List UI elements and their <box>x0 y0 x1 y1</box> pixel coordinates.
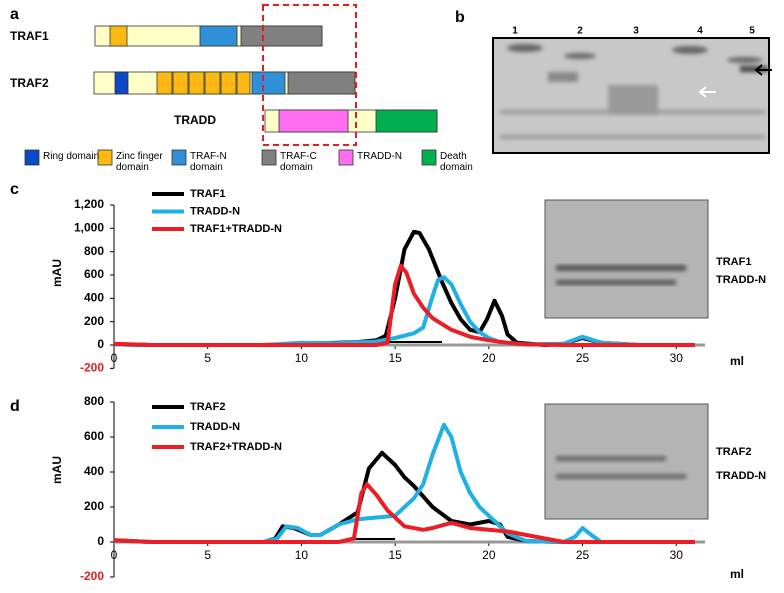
y-tick-label: 1,000 <box>74 221 104 235</box>
y-tick-label: 400 <box>84 464 104 478</box>
y-tick-label: 600 <box>84 429 104 443</box>
legend-label: TRAF-N domain <box>190 151 227 173</box>
y-tick-label: 800 <box>84 244 104 258</box>
y-tick-label: 800 <box>84 394 104 408</box>
x-tick-label: 30 <box>670 351 684 365</box>
gel-b <box>492 37 772 154</box>
y-tick-label: 600 <box>84 267 104 281</box>
y-tick-label: 0 <box>97 534 104 548</box>
row-label: TRADD <box>174 113 216 127</box>
panel-label: b <box>455 9 465 26</box>
y-tick-label: -200 <box>80 361 104 375</box>
y-tick-label: 200 <box>84 499 104 513</box>
y-tick-label: 1,200 <box>74 197 104 211</box>
x-tick-label: 15 <box>388 548 402 562</box>
y-tick-label: 400 <box>84 291 104 305</box>
gel-inset-d <box>544 403 709 520</box>
gel-inset-c <box>544 199 709 319</box>
legend-label: Death domain <box>440 151 473 173</box>
legend-label: Ring domain <box>43 151 100 162</box>
legend-label: TRAF-C domain <box>280 151 317 173</box>
legend-label: TRADD-N <box>357 151 402 162</box>
legend-label: Zinc finger domain <box>116 151 163 173</box>
x-tick-label: 25 <box>576 351 590 365</box>
gel-label: TRAF2 <box>716 446 751 458</box>
domain-diagram <box>24 4 438 166</box>
series-line <box>113 263 695 347</box>
x-tick-label: 10 <box>295 548 309 562</box>
row-label: TRAF1 <box>10 29 49 43</box>
legend-label: TRAF1+TRADD-N <box>190 223 282 235</box>
lane-label: 1 <box>512 26 518 37</box>
lane-label: 4 <box>697 26 703 37</box>
y-tick-label: -200 <box>80 569 104 583</box>
legend-label: TRADD-N <box>190 205 240 217</box>
gel-label: TRADD-N <box>716 274 766 286</box>
series-line <box>113 422 695 544</box>
gel-label: TRAF1 <box>716 256 751 268</box>
x-tick-label: 20 <box>482 548 496 562</box>
lane-label: 2 <box>577 26 583 37</box>
series-line <box>113 482 695 544</box>
x-tick-label: 5 <box>204 351 211 365</box>
gel-label: TRADD-N <box>716 470 766 482</box>
legend-label: TRADD-N <box>190 421 240 433</box>
panel-label: d <box>10 398 20 415</box>
x-tick-label: 15 <box>388 351 402 365</box>
x-tick-label: 10 <box>295 351 309 365</box>
y-axis-label: mAU <box>50 456 64 484</box>
x-tick-label: 30 <box>670 548 684 562</box>
x-axis-label: ml <box>730 567 744 581</box>
y-tick-label: 200 <box>84 314 104 328</box>
lane-label: 3 <box>633 26 639 37</box>
panel-label: a <box>10 6 19 23</box>
y-axis-label: mAU <box>50 259 64 287</box>
x-tick-label: 25 <box>576 548 590 562</box>
legend-label: TRAF2+TRADD-N <box>190 441 282 453</box>
legend-label: TRAF2 <box>190 401 225 413</box>
legend-label: TRAF1 <box>190 188 225 200</box>
x-axis-label: ml <box>730 354 744 368</box>
x-tick-label: 20 <box>482 351 496 365</box>
x-tick-label: 0 <box>111 548 118 562</box>
x-tick-label: 5 <box>204 548 211 562</box>
panel-label: c <box>10 181 19 198</box>
lane-label: 5 <box>749 26 755 37</box>
x-tick-label: 0 <box>111 351 118 365</box>
row-label: TRAF2 <box>10 76 49 90</box>
y-tick-label: 0 <box>97 337 104 351</box>
